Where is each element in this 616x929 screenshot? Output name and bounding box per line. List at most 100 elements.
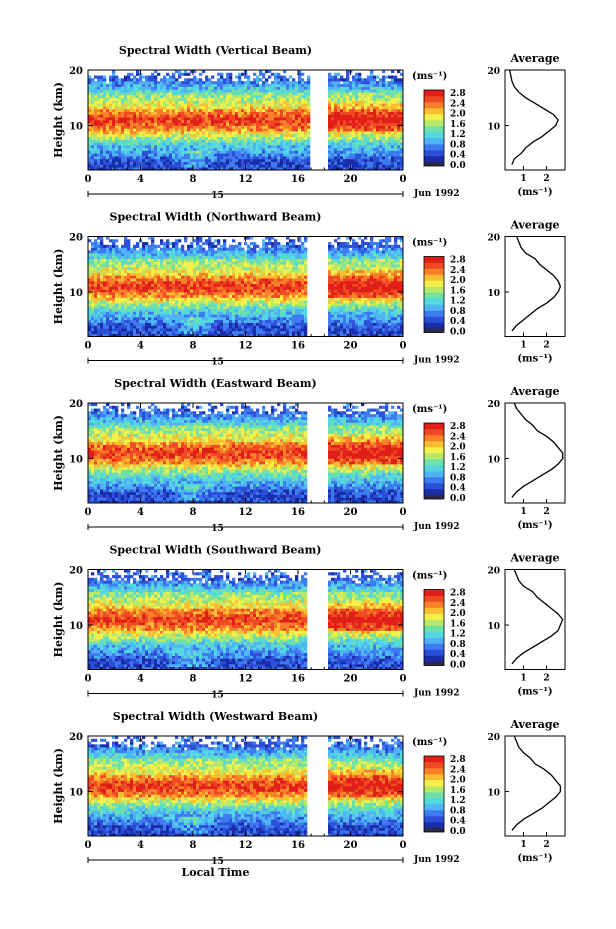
heatmap-cell	[304, 136, 308, 140]
heatmap-cell	[151, 133, 155, 137]
heatmap-cell	[166, 255, 170, 260]
heatmap-cell	[94, 289, 98, 293]
heatmap-cell	[394, 81, 398, 85]
heatmap-cell	[112, 120, 116, 124]
heatmap-cell	[295, 100, 299, 104]
heatmap-cell	[205, 308, 209, 312]
heatmap-cell	[121, 128, 125, 132]
heatmap-cell	[340, 142, 344, 146]
heatmap-cell	[196, 247, 200, 251]
heatmap-cell	[100, 142, 104, 146]
heatmap-cell	[196, 303, 200, 307]
heatmap-cell	[169, 103, 173, 107]
heatmap-cell	[106, 147, 110, 151]
heatmap-cell	[352, 133, 356, 137]
heatmap-cell	[394, 83, 398, 87]
heatmap-cell	[181, 255, 185, 260]
heatmap-cell	[184, 122, 188, 126]
heatmap-cell	[172, 136, 176, 140]
heatmap-cell	[178, 70, 182, 74]
heatmap-cell	[211, 95, 215, 99]
heatmap-cell	[376, 153, 380, 157]
heatmap-cell	[388, 81, 392, 85]
heatmap-cell	[139, 314, 143, 318]
heatmap-cell	[145, 100, 149, 104]
heatmap-cell	[262, 89, 266, 93]
heatmap-cell	[91, 308, 95, 312]
heatmap-cell	[268, 153, 272, 157]
heatmap-cell	[217, 303, 221, 307]
heatmap-cell	[139, 158, 143, 162]
heatmap-cell	[256, 83, 260, 87]
heatmap-cell	[136, 328, 140, 332]
heatmap-cell	[376, 120, 380, 124]
heatmap-cell	[154, 108, 158, 112]
heatmap-cell	[307, 167, 311, 171]
heatmap-cell	[328, 131, 332, 135]
heatmap-cell	[247, 78, 251, 82]
heatmap-cell	[175, 106, 179, 110]
heatmap-cell	[106, 97, 110, 101]
heatmap-cell	[307, 161, 311, 165]
heatmap-cell	[214, 317, 218, 321]
heatmap-cell	[211, 303, 215, 307]
heatmap-cell	[208, 139, 212, 143]
heatmap-cell	[271, 111, 275, 115]
heatmap-cell	[220, 145, 224, 149]
heatmap-cell	[148, 258, 152, 262]
heatmap-cell	[187, 131, 191, 135]
heatmap-cell	[355, 100, 359, 104]
heatmap-cell	[196, 83, 200, 87]
heatmap-cell	[142, 106, 146, 110]
heatmap-cell	[109, 111, 113, 115]
heatmap-cell	[280, 164, 284, 168]
heatmap-cell	[292, 81, 296, 85]
heatmap-cell	[151, 150, 155, 154]
heatmap-cell	[109, 136, 113, 140]
heatmap-cell	[169, 139, 173, 143]
heatmap-cell	[235, 95, 239, 99]
heatmap-cell	[328, 75, 332, 79]
heatmap-cell	[157, 303, 161, 307]
heatmap-cell	[133, 122, 137, 126]
heatmap-cell	[142, 253, 146, 257]
panel-2: Spectral Width (Northward Beam)0 4 8 12 16 20…	[52, 211, 566, 368]
heatmap-cell	[370, 147, 374, 151]
colorbar-tick-label: 0.8	[450, 140, 466, 150]
heatmap-cell	[139, 131, 143, 135]
heatmap-cell	[133, 120, 137, 124]
heatmap-cell	[268, 145, 272, 149]
heatmap-cell	[172, 92, 176, 96]
heatmap-cell	[295, 147, 299, 151]
heatmap-cell	[253, 150, 257, 154]
heatmap-cell	[103, 139, 107, 143]
heatmap-cell	[241, 95, 245, 99]
heatmap-cell	[91, 95, 95, 99]
heatmap-cell	[199, 156, 203, 160]
heatmap-cell	[163, 75, 167, 79]
heatmap-cell	[118, 319, 122, 323]
heatmap-cell	[130, 128, 134, 132]
heatmap-cell	[166, 297, 170, 301]
heatmap-cell	[370, 158, 374, 162]
heatmap-cell	[133, 283, 137, 287]
heatmap-cell	[172, 97, 176, 101]
heatmap-cell	[172, 250, 176, 254]
heatmap-cell	[118, 278, 122, 282]
heatmap-cell	[250, 150, 254, 154]
heatmap-cell	[343, 89, 347, 93]
heatmap-cell	[217, 258, 221, 262]
heatmap-cell	[346, 72, 350, 76]
heatmap-cell	[160, 95, 164, 99]
heatmap-cell	[142, 250, 146, 254]
heatmap-cell	[109, 161, 113, 165]
heatmap-cell	[88, 89, 92, 93]
heatmap-cell	[277, 120, 281, 124]
heatmap-cell	[268, 108, 272, 112]
heatmap-cell	[154, 156, 158, 160]
heatmap-cell	[151, 75, 155, 79]
heatmap-cell	[88, 319, 92, 323]
heatmap-cell	[277, 142, 281, 146]
heatmap-cell	[133, 95, 137, 99]
heatmap-cell	[190, 150, 194, 154]
